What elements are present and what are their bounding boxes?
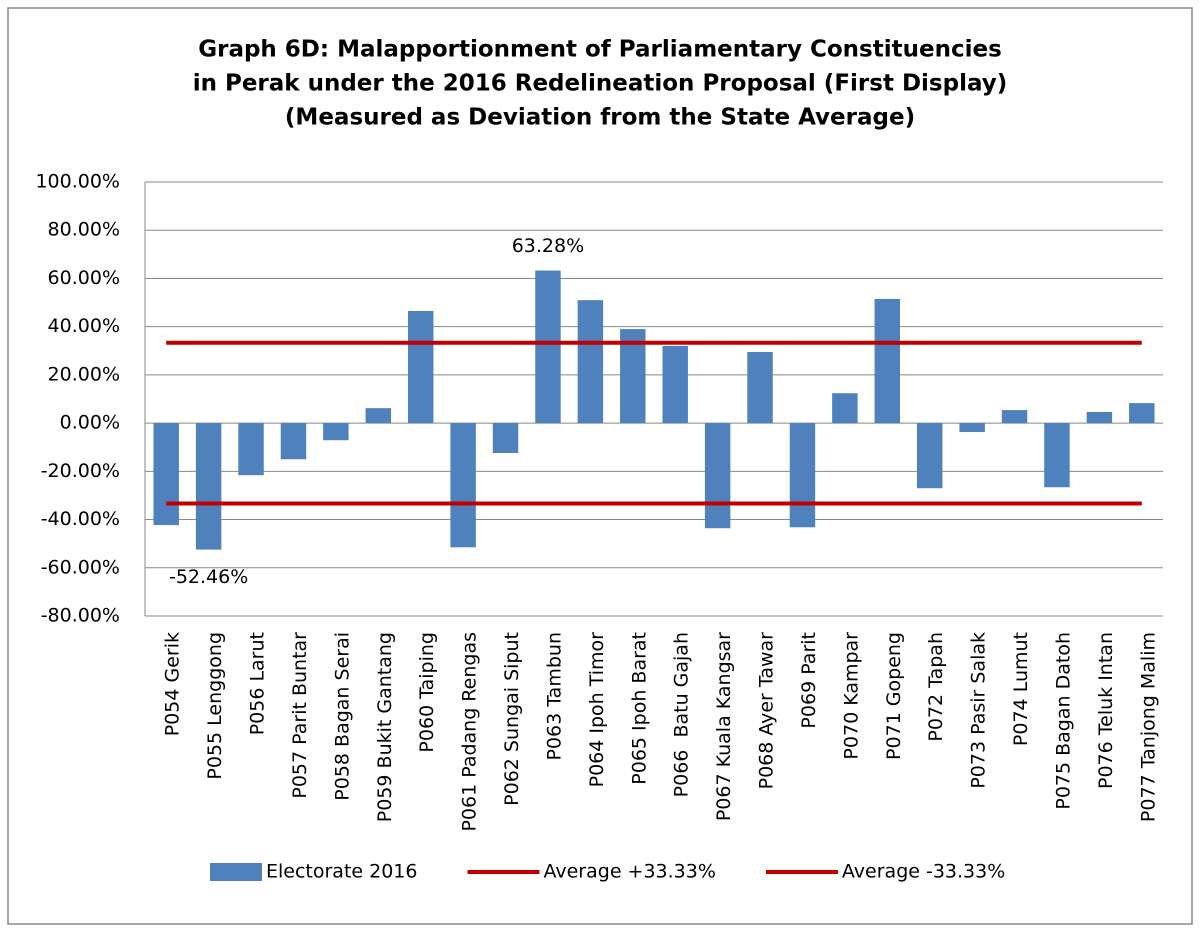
bar	[789, 423, 816, 528]
y-tick-label: 80.00%	[48, 219, 120, 241]
x-tick-label: P068 Ayer Tawar	[756, 632, 778, 790]
legend-label: Average -33.33%	[842, 861, 1005, 883]
x-tick-label: P067 Kuala Kangsar	[713, 632, 735, 821]
y-tick-label: 20.00%	[48, 363, 120, 385]
x-tick-label: P072 Tapah	[925, 632, 947, 742]
x-tick-label: P056 Larut	[247, 632, 269, 735]
bar	[959, 423, 985, 433]
y-tick-label: -80.00%	[41, 605, 120, 627]
bar	[535, 270, 561, 424]
y-tick-label: -20.00%	[41, 460, 120, 482]
x-tick-label: P061 Padang Rengas	[459, 632, 481, 832]
bar	[1044, 423, 1070, 488]
bar	[238, 423, 264, 476]
x-tick-label: P055 Lenggong	[204, 632, 226, 780]
y-tick-label: 60.00%	[48, 267, 120, 289]
bar	[704, 423, 731, 529]
data-label: 63.28%	[512, 235, 584, 257]
legend-label: Average +33.33%	[543, 861, 715, 883]
x-tick-label: P058 Bagan Serai	[331, 632, 353, 801]
bar	[1129, 403, 1155, 424]
x-tick-label: P063 Tambun	[543, 632, 565, 761]
y-tick-label: 0.00%	[60, 412, 120, 434]
legend-swatch	[210, 863, 262, 881]
x-tick-label: P064 Ipoh Timor	[586, 632, 608, 788]
chart-title: Graph 6D: Malapportionment of Parliament…	[198, 37, 1002, 63]
chart-title: (Measured as Deviation from the State Av…	[285, 105, 915, 131]
x-tick-label: P069 Parit	[798, 632, 820, 729]
x-tick-label: P054 Gerik	[162, 632, 184, 736]
x-tick-label: P073 Pasir Salak	[968, 632, 990, 789]
bar	[195, 423, 222, 550]
bar	[662, 345, 688, 424]
bar	[407, 310, 434, 424]
x-tick-label: P070 Kampar	[840, 632, 862, 760]
bar	[450, 423, 476, 548]
legend-label: Electorate 2016	[266, 861, 417, 883]
x-tick-label: P060 Taiping	[416, 632, 438, 753]
y-tick-label: -40.00%	[41, 508, 120, 530]
bar	[577, 300, 604, 424]
bar	[747, 351, 773, 424]
y-tick-label: -60.00%	[41, 556, 120, 578]
bar	[280, 423, 307, 460]
y-tick-label: 100.00%	[35, 171, 120, 193]
y-tick-label: 40.00%	[48, 315, 120, 337]
x-tick-label: P062 Sungai Siput	[501, 632, 523, 806]
bar	[492, 423, 519, 454]
x-tick-label: P077 Tanjong Malim	[1137, 632, 1159, 822]
bar	[832, 393, 858, 424]
bar	[1086, 412, 1113, 424]
x-tick-label: P075 Bagan Datoh	[1052, 632, 1074, 810]
x-tick-label: P059 Bukit Gantang	[374, 632, 396, 822]
chart-title: in Perak under the 2016 Redelineation Pr…	[193, 71, 1008, 97]
bar	[620, 329, 646, 424]
x-tick-label: P076 Teluk Intan	[1095, 632, 1117, 789]
x-tick-label: P057 Parit Buntar	[289, 632, 311, 799]
bar	[153, 423, 179, 526]
bar	[916, 423, 943, 489]
x-tick-label: P065 Ipoh Barat	[628, 632, 650, 785]
data-label: -52.46%	[169, 566, 248, 588]
x-tick-label: P066 Batu Gajah	[671, 632, 693, 797]
bar	[1001, 410, 1028, 424]
bar	[874, 298, 901, 424]
x-tick-label: P071 Gopeng	[883, 632, 905, 760]
bar	[365, 408, 392, 424]
x-tick-label: P074 Lumut	[1010, 632, 1032, 746]
bar	[323, 423, 349, 441]
